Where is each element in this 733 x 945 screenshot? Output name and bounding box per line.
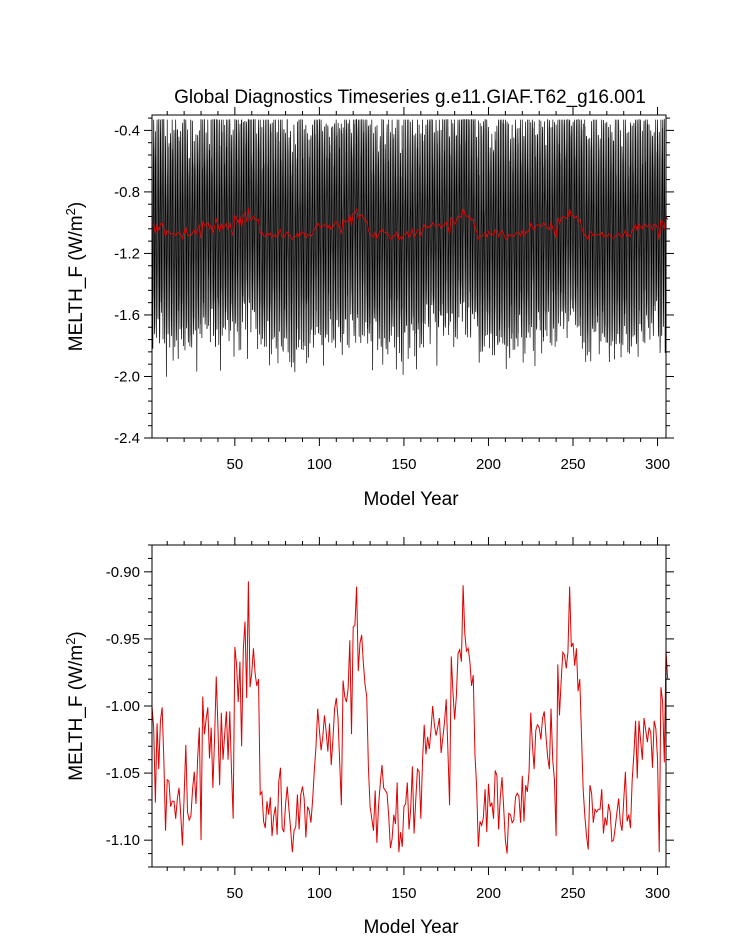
x-axis-label: Model Year [363,917,459,938]
y-tick-label: -1.2 [114,245,140,262]
x-tick-label: 250 [560,456,585,473]
plot-frame [151,114,667,439]
y-tick-label: -0.95 [106,631,140,648]
x-tick-label: 300 [645,456,670,473]
x-tick-label: 150 [391,885,416,902]
annual-mean-line [151,581,669,854]
x-tick-label: 100 [307,456,332,473]
x-axis-label: Model Year [363,489,459,510]
x-tick-label: 200 [476,456,501,473]
x-tick-label: 100 [307,885,332,902]
bottom-panel: 50 100 150 200 250 300 -0.90 -0.95 -1.00 -1.05 -1.… [63,537,674,938]
x-tick-label: 250 [560,885,585,902]
y-tick-label: -0.90 [106,564,140,581]
x-tick-label: 50 [227,885,244,902]
y-tick-label: -2.4 [114,430,140,447]
chart-title: Global Diagnostics Timeseries g.e11.GIAF… [174,87,646,108]
x-tick-label: 300 [645,885,670,902]
annual-mean-line [151,207,669,241]
y-axis-label: MELTH_F (W/m2) [63,631,87,780]
y-tick-label: -2.0 [114,368,140,385]
y-tick-label: -1.10 [106,832,140,849]
y-tick-label: -0.4 [114,122,140,139]
y-tick-label: -0.8 [114,184,140,201]
y-tick-label: -1.6 [114,307,140,324]
y-tick-label: -1.00 [106,698,140,715]
y-tick-label: -1.05 [106,765,140,782]
y-axis-label: MELTH_F (W/m2) [63,202,87,351]
top-panel: 50 100 150 200 250 300 -0.4 -0.8 -1.2 -1.6 -2.0 -2.… [63,107,674,510]
x-tick-label: 200 [476,885,501,902]
x-tick-label: 50 [227,456,244,473]
monthly-series-line [151,118,667,377]
x-tick-label: 150 [391,456,416,473]
